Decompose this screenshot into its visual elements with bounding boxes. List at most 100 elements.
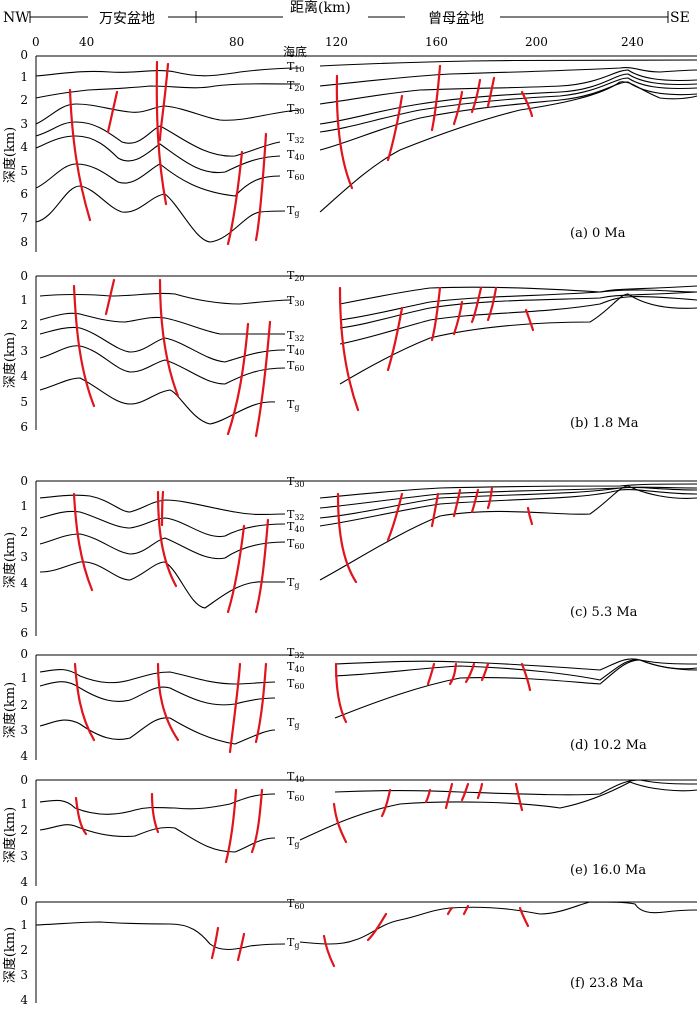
y-tick-label: 1 bbox=[20, 70, 28, 84]
panel-a: 海底 0 1 2 3 4 5 6 7 8 深度(km) bbox=[2, 44, 698, 252]
basin-east-label: 曾母盆地 bbox=[428, 11, 484, 27]
horizon-label: T32 bbox=[287, 329, 305, 343]
horizon-label: T10 bbox=[287, 60, 305, 74]
depth-axis-title: 深度(km) bbox=[2, 532, 18, 588]
horizon-t60 bbox=[39, 345, 286, 385]
fault-line bbox=[74, 796, 88, 836]
fault-line bbox=[480, 662, 490, 682]
fault-line bbox=[486, 486, 494, 510]
y-tick-label: 3 bbox=[20, 550, 28, 564]
horizon-label: Tg bbox=[287, 576, 299, 590]
horizon-lines bbox=[39, 483, 698, 609]
y-tick-label: 7 bbox=[20, 211, 28, 225]
horizon-tg-east bbox=[299, 781, 698, 841]
fault-line bbox=[226, 524, 246, 614]
fault-line bbox=[462, 904, 470, 916]
fault-line bbox=[254, 662, 268, 744]
horizon-label: T40 bbox=[287, 660, 305, 674]
x-tick-label: 80 bbox=[229, 35, 244, 49]
fault-line bbox=[424, 788, 432, 804]
fault-line bbox=[386, 94, 404, 162]
fault-line bbox=[476, 782, 484, 800]
y-tick-label: 4 bbox=[20, 875, 28, 889]
horizon-t32 bbox=[39, 312, 285, 335]
y-tick-label: 3 bbox=[20, 117, 28, 131]
depth-axis-title: 深度(km) bbox=[2, 332, 18, 388]
fault-line bbox=[524, 308, 535, 332]
y-tick-label: 5 bbox=[20, 395, 28, 409]
fault-line bbox=[386, 492, 404, 542]
y-tick-label: 4 bbox=[20, 576, 28, 590]
depth-ticks: 0 1 2 3 4 5 6 bbox=[20, 474, 28, 640]
horizon-t60 bbox=[39, 681, 276, 706]
y-tick-label: 0 bbox=[20, 773, 28, 787]
fault-line bbox=[426, 662, 436, 686]
fault-line bbox=[236, 932, 246, 962]
y-tick-label: 0 bbox=[20, 474, 28, 488]
horizon-tg-east bbox=[319, 81, 698, 213]
fault-line bbox=[448, 662, 458, 686]
header: NW SE 万安盆地 距离(km) 曾母盆地 bbox=[3, 0, 690, 27]
panel-caption: (a) 0 Ma bbox=[570, 226, 626, 241]
y-tick-label: 3 bbox=[20, 849, 28, 863]
panel-c: 0 1 2 3 4 5 6 深度(km) T30 T32 T40 T60 Tg bbox=[2, 474, 698, 640]
horizon-label: T40 bbox=[287, 520, 305, 534]
horizon-labels: T32 T40 T60 Tg bbox=[287, 646, 305, 730]
horizon-label: Tg bbox=[287, 716, 299, 730]
horizon-t20 bbox=[35, 83, 301, 99]
horizon-tg bbox=[35, 921, 286, 951]
fault-line bbox=[444, 782, 454, 810]
x-tick-label: 240 bbox=[621, 35, 644, 49]
horizon-label: T60 bbox=[287, 537, 305, 551]
x-tick-label: 160 bbox=[425, 35, 448, 49]
horizon-label: T60 bbox=[287, 168, 305, 182]
horizon-label: Tg bbox=[287, 936, 299, 950]
x-tick-label: 120 bbox=[325, 35, 348, 49]
fault-line bbox=[210, 926, 220, 960]
horizon-lines bbox=[39, 779, 698, 853]
fault-line bbox=[160, 490, 165, 527]
horizon-lines bbox=[39, 285, 698, 425]
fault-line bbox=[228, 662, 242, 754]
fault-line bbox=[520, 662, 532, 692]
depth-axis-title: 深度(km) bbox=[2, 807, 18, 863]
y-tick-label: 1 bbox=[20, 797, 28, 811]
fault-line bbox=[336, 492, 358, 584]
horizon-t10-east bbox=[319, 59, 698, 67]
horizon-label: T30 bbox=[287, 475, 305, 489]
fault-line bbox=[224, 788, 238, 864]
horizon-t30-east bbox=[319, 69, 698, 105]
panel-caption: (b) 1.8 Ma bbox=[570, 416, 639, 431]
fault-line bbox=[386, 306, 404, 372]
horizon-label: T30 bbox=[287, 294, 305, 308]
horizon-label: Tg bbox=[287, 398, 299, 412]
x-tick-label: 40 bbox=[79, 35, 94, 49]
horizon-tg bbox=[39, 561, 285, 609]
distance-title: 距离(km) bbox=[290, 0, 351, 16]
horizon-labels: T10 T20 T30 T32 T40 T60 Tg bbox=[287, 60, 305, 218]
fault-line bbox=[158, 62, 170, 142]
horizon-t32 bbox=[39, 494, 286, 516]
y-tick-label: 5 bbox=[20, 164, 28, 178]
y-tick-label: 6 bbox=[20, 626, 28, 640]
fault-line bbox=[464, 662, 476, 684]
fault-line bbox=[156, 662, 180, 742]
fault-line bbox=[338, 286, 360, 412]
y-tick-label: 2 bbox=[20, 943, 28, 957]
horizon-label: T40 bbox=[287, 148, 305, 162]
horizon-tg-east bbox=[339, 293, 698, 385]
fault-line bbox=[514, 782, 524, 812]
fault-line bbox=[322, 934, 336, 968]
fault-line bbox=[430, 286, 442, 342]
horizon-label: T32 bbox=[287, 646, 305, 660]
fault-line bbox=[155, 60, 168, 206]
y-tick-label: 4 bbox=[20, 369, 28, 383]
fault-line bbox=[156, 490, 178, 588]
fault-line bbox=[470, 488, 480, 514]
horizon-t60-east bbox=[319, 81, 698, 151]
fault-lines bbox=[73, 662, 532, 754]
fault-line bbox=[430, 492, 440, 528]
basin-west-label: 万安盆地 bbox=[99, 11, 155, 27]
fault-line bbox=[486, 286, 498, 322]
